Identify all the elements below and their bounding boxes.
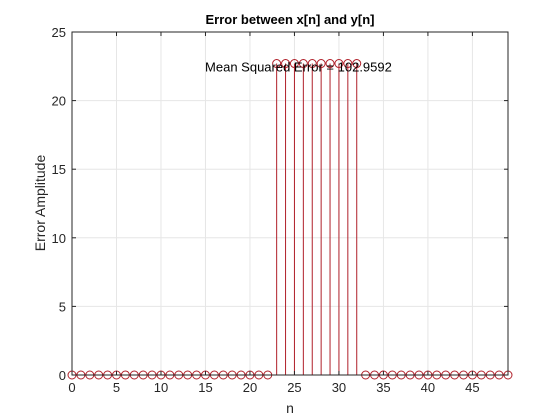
stem-marker [334,59,344,69]
y-tick-label: 15 [52,162,66,177]
stem-marker [316,59,326,69]
stem-marker [281,59,291,69]
stem-marker [352,59,362,69]
mse-annotation: Mean Squared Error = 102.9592 [205,60,392,75]
y-axis-label: Error Amplitude [32,155,48,252]
x-tick-label: 45 [465,380,479,395]
x-tick-label: 15 [198,380,212,395]
x-tick-label: 0 [68,380,75,395]
stem-marker [272,59,282,69]
stem-marker [343,59,353,69]
x-tick-label: 5 [113,380,120,395]
x-tick-label: 35 [376,380,390,395]
x-tick-label: 10 [154,380,168,395]
plot-area [72,32,508,375]
x-axis-label: n [286,400,294,416]
axis-ticks: 0 5 10 15 20 25 30 35 40 45 0 5 10 15 20 25 [52,25,508,395]
y-tick-label: 20 [52,94,66,109]
plot-frame [71,31,509,376]
y-tick-label: 0 [59,368,66,383]
stem-marker [307,59,317,69]
x-tick-label: 30 [332,380,346,395]
stem-marker [298,59,308,69]
stem-marker [325,59,335,69]
chart-title: Error between x[n] and y[n] [205,12,374,27]
x-tick-label: 20 [243,380,257,395]
y-tick-label: 25 [52,25,66,40]
x-tick-label: 25 [287,380,301,395]
x-tick-label: 40 [421,380,435,395]
y-tick-label: 10 [52,231,66,246]
y-tick-label: 5 [59,299,66,314]
stem-marker [289,59,299,69]
